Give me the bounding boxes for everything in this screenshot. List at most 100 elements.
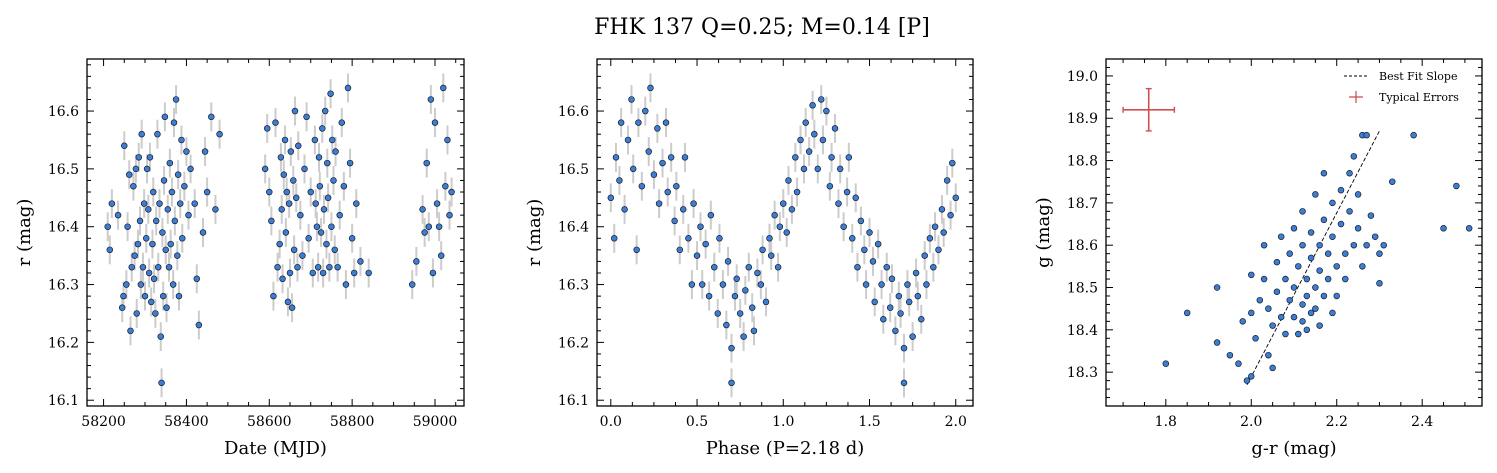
data-point	[316, 182, 324, 190]
data-point	[334, 263, 341, 271]
data-point	[172, 96, 180, 103]
data-point	[408, 281, 416, 288]
data-point	[1213, 284, 1221, 291]
data-point	[138, 130, 145, 138]
y-tick-label: 16.6	[558, 104, 589, 120]
x-tick-label: 58400	[164, 414, 209, 430]
data-point	[1248, 271, 1255, 279]
data-point	[943, 177, 951, 184]
data-point	[270, 292, 277, 300]
data-point	[292, 194, 300, 202]
y-axis-label: r (mag)	[524, 199, 545, 267]
data-point	[185, 211, 192, 219]
data-point	[1320, 292, 1328, 300]
data-point	[290, 246, 298, 254]
data-point	[326, 263, 333, 271]
panel-phased-light-curve: 0.0 0.5 1.0 1.5 2.0 16.1 16.2 16.3 16.4 16.5 16.6 P…	[524, 58, 974, 459]
data-point	[1320, 170, 1328, 177]
y-tick-label: 18.5	[1067, 281, 1098, 297]
data-point	[1333, 292, 1340, 300]
data-point	[635, 119, 642, 126]
data-point	[707, 211, 715, 219]
data-point	[633, 246, 640, 254]
data-point	[128, 263, 135, 271]
data-point	[1269, 322, 1276, 329]
data-point	[342, 281, 350, 288]
data-point	[740, 333, 747, 340]
data-point	[413, 258, 420, 265]
data-point	[448, 188, 455, 196]
data-point	[146, 154, 154, 161]
data-point	[1290, 284, 1298, 291]
data-point	[1329, 233, 1336, 240]
data-point	[331, 246, 338, 254]
data-point	[1213, 339, 1221, 346]
data-point	[158, 379, 165, 387]
data-point	[350, 269, 358, 277]
x-axis-label: g-r (mag)	[1251, 438, 1336, 459]
data-point	[280, 171, 288, 178]
data-point	[828, 154, 835, 161]
data-point	[1290, 225, 1298, 232]
x-tick-label: 1.5	[858, 414, 880, 430]
data-point	[1316, 267, 1323, 274]
data-point	[145, 269, 153, 277]
y-tick-label: 16.2	[48, 335, 79, 351]
y-tick-label: 16.2	[558, 335, 589, 351]
data-point	[1252, 335, 1259, 342]
data-point	[442, 182, 449, 190]
data-point	[940, 229, 947, 236]
data-point	[276, 240, 283, 248]
y-tick-label: 16.5	[48, 162, 79, 178]
data-point	[277, 154, 285, 161]
data-point	[935, 246, 942, 254]
data-point	[171, 217, 179, 225]
data-point	[1329, 199, 1336, 207]
data-point	[659, 159, 666, 167]
data-point	[861, 246, 868, 254]
data-point	[283, 188, 290, 196]
x-tick-label: 58200	[81, 414, 126, 430]
data-point	[1162, 360, 1170, 367]
data-point	[771, 211, 778, 219]
data-point	[655, 200, 663, 207]
data-point	[1248, 373, 1255, 380]
data-point	[159, 229, 166, 236]
data-point	[150, 188, 157, 196]
data-point	[150, 275, 158, 283]
data-point	[290, 177, 297, 184]
y-tick-label: 18.7	[1067, 196, 1098, 212]
data-point	[892, 327, 899, 335]
x-tick-label: 1.8	[1155, 414, 1177, 430]
data-point	[114, 211, 122, 219]
data-point	[320, 206, 328, 213]
data-point	[759, 246, 766, 254]
data-point	[1273, 288, 1281, 295]
data-point	[1312, 284, 1319, 291]
data-point	[1465, 225, 1473, 232]
data-point	[1367, 212, 1375, 219]
data-point	[857, 217, 865, 225]
data-point	[1380, 241, 1387, 249]
data-point	[174, 252, 181, 259]
data-point	[1265, 351, 1272, 359]
data-point	[154, 130, 161, 138]
axes-frame	[596, 58, 974, 407]
data-point	[871, 298, 878, 306]
data-point	[1346, 170, 1353, 177]
data-point	[647, 84, 654, 92]
data-point	[679, 206, 687, 213]
data-point	[698, 281, 706, 288]
data-point	[1363, 241, 1370, 249]
y-tick-label: 16.3	[48, 278, 79, 294]
data-point	[440, 84, 447, 92]
data-point	[314, 263, 322, 271]
data-point	[1350, 153, 1358, 160]
data-point	[1303, 275, 1311, 283]
data-point	[711, 263, 718, 271]
data-point	[1389, 178, 1396, 185]
data-point	[282, 229, 290, 236]
legend-entry: Typical Errors	[1379, 91, 1459, 104]
data-point	[328, 223, 335, 230]
